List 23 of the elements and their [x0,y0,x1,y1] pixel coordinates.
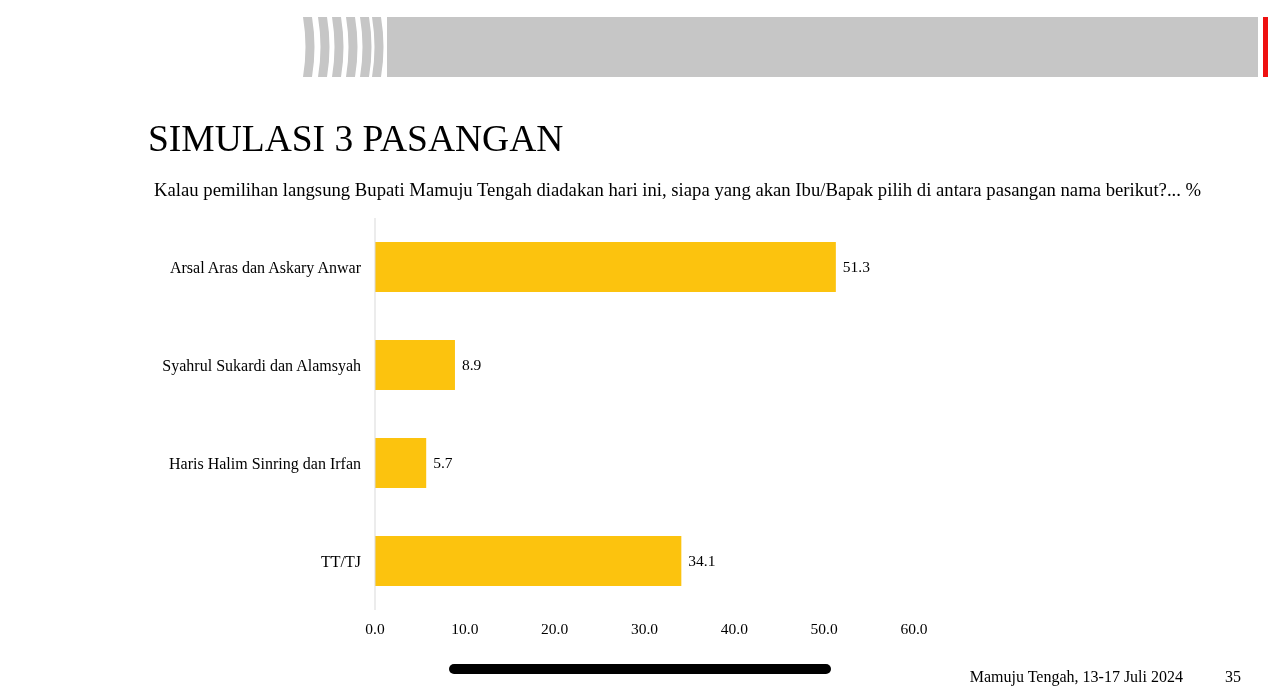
bar [375,536,682,586]
x-tick-label: 60.0 [900,620,928,637]
x-tick-label: 50.0 [810,620,838,637]
y-tick-label: Arsal Aras dan Askary Anwar [169,258,362,277]
x-tick-label: 10.0 [451,620,479,637]
x-tick-label: 0.0 [365,620,385,637]
x-tick-label: 20.0 [541,620,569,637]
bar [375,438,427,488]
bar [375,242,836,292]
bar [375,340,455,390]
data-label: 34.1 [688,552,716,570]
y-tick-label: TT/TJ [321,552,361,570]
y-tick-label: Syahrul Sukardi dan Alamsyah [162,356,361,375]
chart-title: SIMULASI 3 PASANGAN [148,118,564,159]
chart-subtitle: Kalau pemilihan langsung Bupati Mamuju Tengah diadakan hari ini, siapa yang akan Ibu/Bapak pilih di antara pasangan nama berikut?... % [154,179,1202,200]
data-label: 8.9 [461,356,482,374]
y-tick-label: Haris Halim Sinring dan Irfan [169,454,361,473]
text: Mamuju Tengah, 13-17 Juli 2024 [969,668,1183,686]
x-tick-label: 40.0 [720,620,749,637]
x-tick-label: 30.0 [630,620,659,637]
text: 35 [1225,668,1241,685]
data-label: 5.7 [433,454,453,472]
data-label: 51.3 [842,258,871,276]
